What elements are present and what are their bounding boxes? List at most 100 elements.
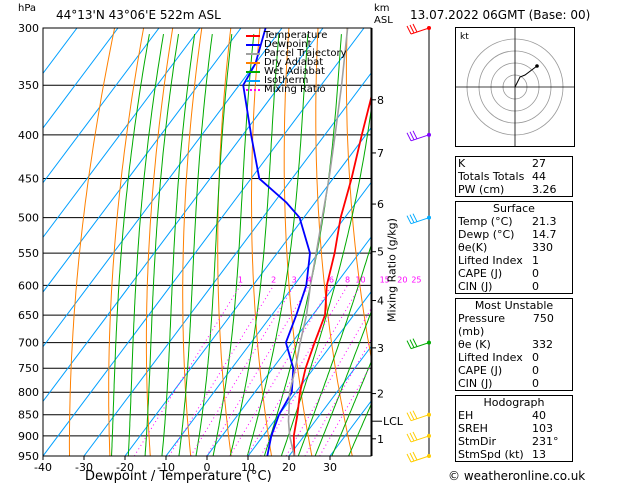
pressure-tick-label: 950 xyxy=(18,450,39,463)
mixing-ratio-label: 10 xyxy=(355,275,365,284)
wet-adiabat-line xyxy=(229,34,280,456)
mixing-ratio-label: 20 xyxy=(397,275,407,284)
index-label: Lifted Index xyxy=(458,254,523,267)
legend-item: Temperature xyxy=(246,30,347,41)
km-tick-label: 6 xyxy=(377,198,384,211)
index-row: CIN (J) 0 xyxy=(458,280,570,293)
pressure-tick-label: 600 xyxy=(18,279,39,292)
index-label: StmDir xyxy=(458,435,497,448)
km-tick-label: 4 xyxy=(377,295,384,308)
pressure-tick-label: 750 xyxy=(18,362,39,375)
x-axis-title: Dewpoint / Temperature (°C) xyxy=(85,469,272,484)
hodograph-trace xyxy=(514,65,538,88)
legend-item: Dewpoint xyxy=(246,40,347,50)
index-label: SREH xyxy=(458,422,488,435)
isotherm-line xyxy=(43,28,283,348)
isotherm-line xyxy=(43,28,160,184)
wet-adiabat-line xyxy=(246,34,309,456)
index-label: Dewp (°C) xyxy=(458,228,515,241)
dry-adiabat-line xyxy=(283,28,313,456)
isotherm-line xyxy=(83,72,371,456)
index-label: CAPE (J) xyxy=(458,364,503,377)
legend-swatch xyxy=(246,70,260,73)
index-value: 330 xyxy=(532,241,553,254)
index-label: Temp (°C) xyxy=(458,215,513,228)
wind-barb-flag xyxy=(406,453,412,463)
wet-adiabat-line xyxy=(161,34,196,456)
index-block-title: Hodograph xyxy=(483,396,545,409)
x-tick-label: -20 xyxy=(116,461,134,474)
wet-adiabat-line xyxy=(178,34,213,456)
mixing-ratio-label: 3 xyxy=(292,275,297,284)
index-label: CAPE (J) xyxy=(458,267,503,280)
dry-adiabat-line xyxy=(182,28,203,456)
wet-adiabat-line xyxy=(280,106,371,456)
pressure-tick-label: 500 xyxy=(18,212,39,225)
wind-barb-flag xyxy=(412,338,418,347)
index-value: 231° xyxy=(532,435,559,448)
legend-item: Parcel Trajectory xyxy=(246,49,347,59)
dry-adiabat-line xyxy=(609,28,629,456)
wind-barb-flag xyxy=(406,132,412,142)
hodograph-unit: kt xyxy=(460,32,469,42)
index-row: StmDir 231° xyxy=(458,435,570,448)
pressure-tick-label: 350 xyxy=(18,79,39,92)
lcl-label: LCL xyxy=(383,415,404,428)
mixing-ratio-axis-title: Mixing Ratio (g/kg) xyxy=(385,218,399,322)
index-value: 3.26 xyxy=(532,183,557,196)
wind-barb-flag xyxy=(406,25,412,35)
x-tick-label: -10 xyxy=(157,461,175,474)
wind-barb xyxy=(406,130,430,142)
index-label: CIN (J) xyxy=(458,377,493,390)
index-value: 1 xyxy=(532,254,539,267)
index-label: PW (cm) xyxy=(458,183,505,196)
wind-barb xyxy=(406,431,430,443)
legend-label: Wet Adiabat xyxy=(264,66,325,77)
index-block-title: Most Unstable xyxy=(474,299,554,312)
index-row: Lifted Index 0 xyxy=(458,351,570,364)
legend-label: Temperature xyxy=(264,30,328,41)
wind-barb xyxy=(406,410,430,422)
index-block-hodograph: Hodograph EH 40 SREH 103 StmDir 231° StmSpd (kt… xyxy=(455,395,573,462)
index-row: K 27 xyxy=(458,157,570,170)
legend-item: Isotherm xyxy=(246,76,347,86)
legend-swatch xyxy=(246,43,260,46)
pressure-tick-label: 650 xyxy=(18,309,39,322)
hodograph-panel: kt xyxy=(455,27,575,147)
km-tick-label: 1 xyxy=(377,433,384,446)
wind-barb-flag xyxy=(412,130,418,140)
mixing-ratio-line xyxy=(190,285,295,456)
wind-barb xyxy=(406,338,430,350)
km-tick-label: 7 xyxy=(377,147,384,160)
mixing-ratio-line xyxy=(260,285,361,456)
x-tick-label: 0 xyxy=(204,461,211,474)
km-tick-label: 3 xyxy=(377,342,384,355)
legend-swatch xyxy=(246,52,260,55)
index-value: 750 xyxy=(532,312,554,325)
wind-barb-flag xyxy=(412,451,418,461)
index-value: 21.3 xyxy=(532,215,557,228)
x-tick-label: 30 xyxy=(323,461,337,474)
index-value: 103 xyxy=(532,422,553,435)
km-tick-label: 5 xyxy=(377,246,384,259)
dry-adiabat-line xyxy=(108,28,145,456)
wet-adiabat-line xyxy=(111,34,150,456)
mixing-ratio-label: 6 xyxy=(329,275,334,284)
isotherm-line xyxy=(206,236,371,456)
pressure-unit-label: hPa xyxy=(18,3,37,14)
wind-barb-flag xyxy=(412,410,418,419)
legend-swatch xyxy=(246,79,260,82)
index-row: Dewp (°C) 14.7 xyxy=(458,228,570,241)
x-tick-label: 10 xyxy=(241,461,255,474)
wind-barb-flag xyxy=(406,215,412,224)
pressure-tick-label: 300 xyxy=(18,22,39,35)
wet-adiabat-line xyxy=(314,311,371,456)
index-value: 0 xyxy=(532,377,539,390)
mixing-ratio-line xyxy=(319,364,371,456)
parcel-trajectory-line xyxy=(287,28,349,456)
legend-label: Mixing Ratio xyxy=(264,84,326,95)
index-value: 14.7 xyxy=(532,228,557,241)
legend-item: Wet Adiabat xyxy=(246,66,347,77)
wind-barb-flag xyxy=(409,131,415,141)
height-unit-label: km ASL xyxy=(374,3,393,26)
